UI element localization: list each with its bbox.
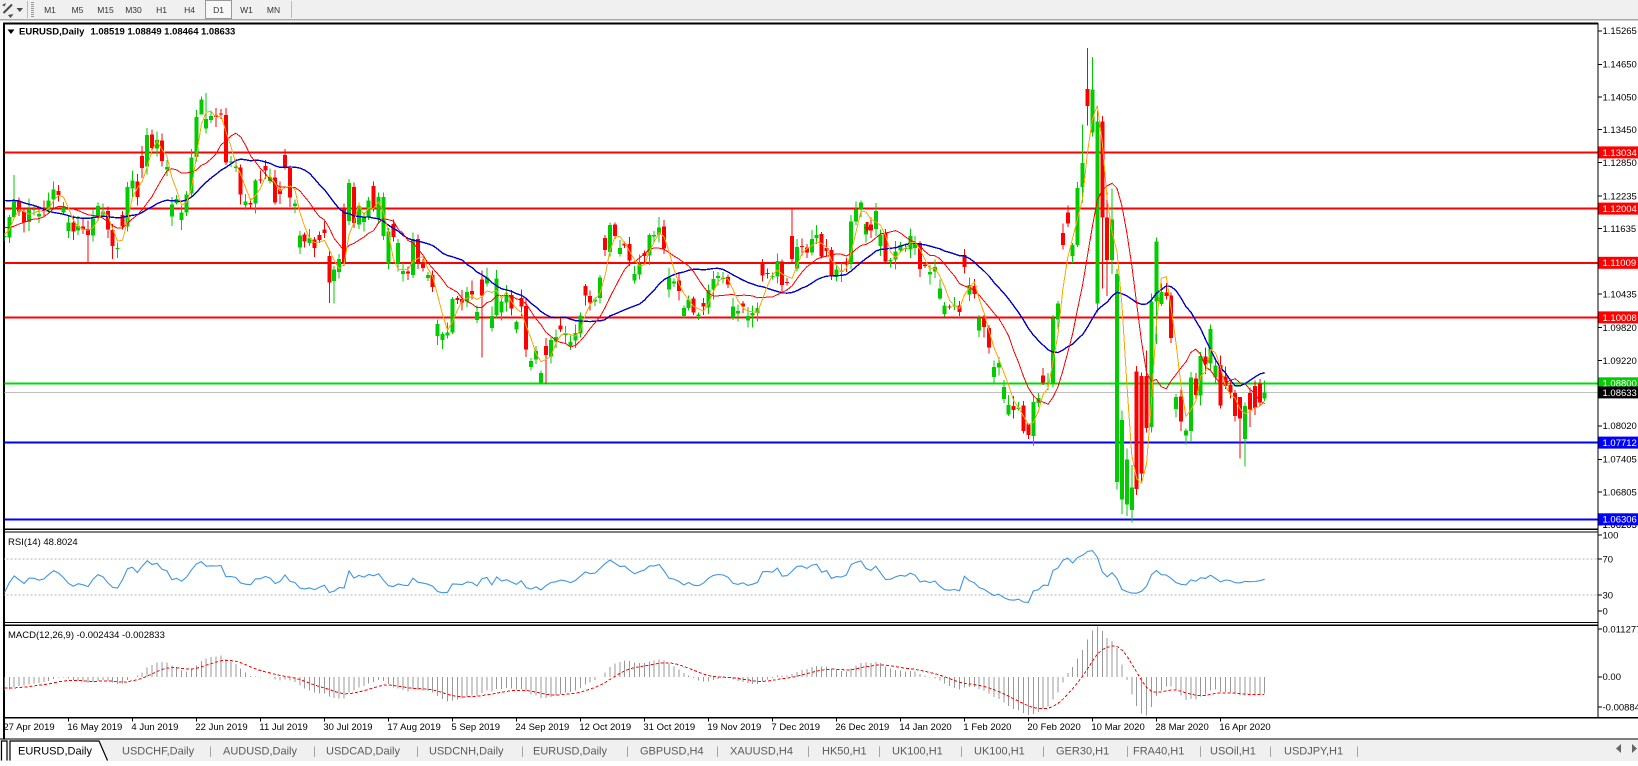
svg-text:100: 100 bbox=[1603, 531, 1619, 542]
svg-text:16 May 2019: 16 May 2019 bbox=[67, 722, 122, 733]
svg-text:30: 30 bbox=[1603, 590, 1614, 601]
svg-text:22 Jun 2019: 22 Jun 2019 bbox=[195, 722, 247, 733]
svg-text:1.13450: 1.13450 bbox=[1603, 125, 1637, 136]
svg-text:|: | bbox=[807, 746, 810, 758]
svg-text:|: | bbox=[521, 746, 524, 758]
svg-text:M30: M30 bbox=[125, 5, 142, 15]
svg-text:1.11009: 1.11009 bbox=[1603, 258, 1637, 269]
svg-text:30 Jul 2019: 30 Jul 2019 bbox=[323, 722, 372, 733]
svg-text:USDCAD,Daily: USDCAD,Daily bbox=[326, 746, 400, 758]
svg-text:|: | bbox=[1042, 746, 1045, 758]
svg-text:AUDUSD,Daily: AUDUSD,Daily bbox=[223, 746, 297, 758]
svg-text:1.07405: 1.07405 bbox=[1603, 455, 1637, 466]
svg-text:USDCNH,Daily: USDCNH,Daily bbox=[429, 746, 504, 758]
svg-text:1.14650: 1.14650 bbox=[1603, 60, 1637, 71]
svg-text:EURUSD,Daily: EURUSD,Daily bbox=[533, 746, 607, 758]
svg-text:11 Jul 2019: 11 Jul 2019 bbox=[259, 722, 307, 733]
svg-text:1.09820: 1.09820 bbox=[1603, 323, 1637, 334]
svg-text:USDCHF,Daily: USDCHF,Daily bbox=[122, 746, 195, 758]
svg-text:70: 70 bbox=[1603, 554, 1614, 565]
svg-text:|: | bbox=[878, 746, 881, 758]
svg-text:1.11635: 1.11635 bbox=[1603, 224, 1637, 235]
svg-text:1.10435: 1.10435 bbox=[1603, 290, 1637, 301]
svg-text:31 Oct 2019: 31 Oct 2019 bbox=[643, 722, 695, 733]
svg-text:-0.008845: -0.008845 bbox=[1603, 703, 1638, 714]
svg-text:14 Jan 2020: 14 Jan 2020 bbox=[899, 722, 951, 733]
svg-text:W1: W1 bbox=[240, 5, 253, 15]
svg-text:XAUUSD,H4: XAUUSD,H4 bbox=[730, 746, 793, 758]
svg-text:|: | bbox=[960, 746, 963, 758]
svg-text:|: | bbox=[1199, 746, 1202, 758]
svg-text:EURUSD,Daily: EURUSD,Daily bbox=[18, 746, 92, 758]
svg-text:26 Dec 2019: 26 Dec 2019 bbox=[835, 722, 889, 733]
svg-text:0.011277: 0.011277 bbox=[1603, 625, 1638, 636]
svg-text:1.06306: 1.06306 bbox=[1603, 515, 1637, 526]
svg-text:|: | bbox=[1126, 746, 1129, 758]
svg-text:1.12235: 1.12235 bbox=[1603, 191, 1637, 202]
svg-text:1.09220: 1.09220 bbox=[1603, 356, 1637, 367]
svg-text:1.06805: 1.06805 bbox=[1603, 488, 1637, 499]
svg-text:FRA40,H1: FRA40,H1 bbox=[1133, 746, 1184, 758]
svg-text:USDJPY,H1: USDJPY,H1 bbox=[1284, 746, 1343, 758]
svg-text:MN: MN bbox=[267, 5, 280, 15]
svg-text:|: | bbox=[209, 746, 212, 758]
svg-text:20 Feb 2020: 20 Feb 2020 bbox=[1027, 722, 1080, 733]
svg-text:1.12850: 1.12850 bbox=[1603, 158, 1637, 169]
svg-text:H4: H4 bbox=[184, 5, 195, 15]
svg-text:1.13034: 1.13034 bbox=[1603, 148, 1637, 159]
svg-text:M1: M1 bbox=[44, 5, 56, 15]
svg-text:RSI(14) 48.8024: RSI(14) 48.8024 bbox=[8, 537, 78, 548]
svg-text:|: | bbox=[1269, 746, 1272, 758]
svg-text:|: | bbox=[716, 746, 719, 758]
svg-text:UK100,H1: UK100,H1 bbox=[892, 746, 943, 758]
svg-text:|: | bbox=[313, 746, 316, 758]
svg-text:7 Dec 2019: 7 Dec 2019 bbox=[771, 722, 820, 733]
svg-text:H1: H1 bbox=[156, 5, 167, 15]
svg-text:1.10008: 1.10008 bbox=[1603, 313, 1637, 324]
svg-text:1.12004: 1.12004 bbox=[1603, 204, 1637, 215]
svg-text:19 Nov 2019: 19 Nov 2019 bbox=[707, 722, 761, 733]
svg-text:4 Jun 2019: 4 Jun 2019 bbox=[131, 722, 178, 733]
svg-text:M15: M15 bbox=[97, 5, 114, 15]
svg-text:24 Sep 2019: 24 Sep 2019 bbox=[515, 722, 569, 733]
svg-text:16 Apr 2020: 16 Apr 2020 bbox=[1219, 722, 1270, 733]
svg-text:M5: M5 bbox=[72, 5, 84, 15]
svg-text:USOil,H1: USOil,H1 bbox=[1210, 746, 1256, 758]
svg-text:27 Apr 2019: 27 Apr 2019 bbox=[3, 722, 54, 733]
svg-text:0: 0 bbox=[1603, 607, 1608, 618]
svg-text:GBPUSD,H4: GBPUSD,H4 bbox=[640, 746, 704, 758]
svg-text:28 Mar 2020: 28 Mar 2020 bbox=[1155, 722, 1208, 733]
svg-text:0.00: 0.00 bbox=[1603, 672, 1622, 683]
svg-text:17 Aug 2019: 17 Aug 2019 bbox=[387, 722, 440, 733]
svg-text:1.08633: 1.08633 bbox=[1603, 388, 1637, 399]
svg-text:1.08020: 1.08020 bbox=[1603, 421, 1637, 432]
svg-text:MACD(12,26,9) -0.002434 -0.002: MACD(12,26,9) -0.002434 -0.002833 bbox=[8, 630, 165, 641]
svg-text:|: | bbox=[416, 746, 419, 758]
svg-text:5 Sep 2019: 5 Sep 2019 bbox=[451, 722, 500, 733]
svg-text:12 Oct 2019: 12 Oct 2019 bbox=[579, 722, 631, 733]
svg-text:10 Mar 2020: 10 Mar 2020 bbox=[1091, 722, 1144, 733]
svg-text:1.07712: 1.07712 bbox=[1603, 438, 1637, 449]
svg-text:1 Feb 2020: 1 Feb 2020 bbox=[963, 722, 1011, 733]
svg-text:|: | bbox=[626, 746, 629, 758]
svg-text:|: | bbox=[1356, 746, 1359, 758]
svg-text:1.15265: 1.15265 bbox=[1603, 26, 1637, 37]
svg-text:D1: D1 bbox=[213, 5, 224, 15]
svg-text:GER30,H1: GER30,H1 bbox=[1056, 746, 1109, 758]
svg-text:UK100,H1: UK100,H1 bbox=[974, 746, 1025, 758]
svg-text:1.14050: 1.14050 bbox=[1603, 92, 1637, 103]
svg-text:HK50,H1: HK50,H1 bbox=[822, 746, 867, 758]
